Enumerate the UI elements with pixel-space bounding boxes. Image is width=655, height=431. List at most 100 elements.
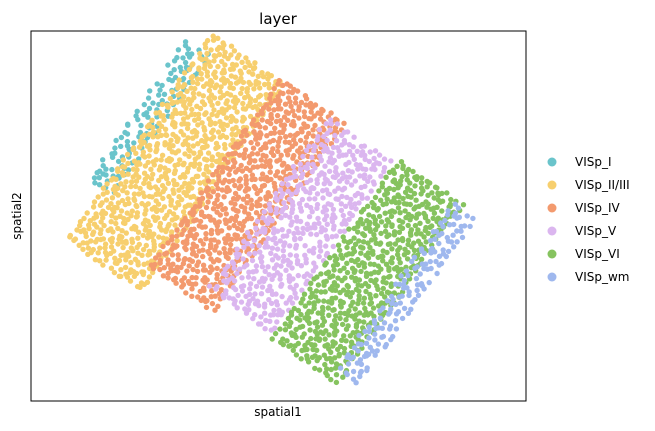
data-point [240, 256, 246, 262]
data-point [176, 187, 182, 193]
data-point [425, 192, 431, 198]
data-point [404, 185, 411, 191]
data-point [202, 156, 208, 162]
data-point [231, 301, 237, 307]
data-point [84, 210, 90, 216]
data-point [168, 199, 174, 205]
data-point [197, 238, 204, 244]
data-point [272, 330, 279, 337]
data-point [292, 132, 299, 138]
data-point [302, 315, 308, 321]
data-point [363, 273, 370, 279]
data-point [252, 60, 258, 66]
data-point [373, 325, 379, 331]
data-point [272, 125, 278, 131]
data-point [455, 205, 462, 211]
data-point [244, 132, 250, 138]
data-point [153, 198, 159, 204]
data-point [96, 182, 103, 188]
data-point [293, 326, 299, 333]
data-point [382, 228, 389, 235]
data-point [214, 227, 220, 234]
data-point [360, 300, 367, 306]
data-point [383, 261, 390, 267]
data-point [134, 108, 140, 115]
data-point [396, 294, 402, 300]
data-point [263, 158, 269, 165]
data-point [298, 311, 304, 318]
data-point [307, 104, 313, 110]
data-point [230, 144, 237, 150]
data-point [371, 232, 377, 238]
data-point [139, 252, 145, 258]
data-point [213, 220, 219, 226]
data-point [370, 305, 377, 311]
data-point [327, 274, 333, 280]
data-point [260, 152, 266, 158]
data-point [352, 306, 358, 312]
data-point [112, 255, 118, 261]
data-point [297, 137, 304, 144]
data-point [200, 285, 207, 291]
data-point [316, 172, 322, 178]
data-point [226, 171, 232, 178]
data-point [410, 299, 416, 305]
data-point [445, 208, 451, 214]
data-point [166, 193, 172, 200]
legend-marker [547, 226, 557, 236]
data-point [205, 178, 212, 184]
data-point [216, 164, 222, 171]
data-point [401, 252, 408, 258]
data-point [124, 138, 131, 145]
data-point [189, 246, 195, 252]
data-point [129, 179, 135, 185]
data-point [332, 188, 338, 194]
data-point [109, 166, 115, 173]
data-point [67, 234, 73, 240]
data-point [412, 265, 418, 271]
data-point [341, 333, 347, 339]
data-point [80, 246, 86, 252]
data-point [257, 101, 263, 108]
data-point [242, 209, 248, 215]
data-point [196, 223, 202, 229]
data-point [340, 212, 346, 219]
data-point [187, 101, 193, 107]
data-point [321, 133, 327, 140]
data-point [204, 50, 210, 57]
data-point [193, 173, 199, 180]
data-point [388, 283, 394, 290]
data-point [388, 293, 395, 300]
data-point [278, 283, 284, 289]
data-point [211, 107, 217, 113]
data-point [362, 305, 368, 312]
data-point [225, 151, 232, 157]
data-point [340, 170, 346, 176]
data-point [306, 196, 313, 202]
data-point [141, 261, 147, 267]
data-point [371, 155, 377, 162]
data-point [201, 171, 207, 177]
data-point [407, 217, 413, 223]
data-point [395, 192, 401, 198]
data-point [215, 185, 221, 192]
data-point [182, 180, 188, 186]
data-point [247, 96, 254, 102]
data-point [370, 204, 377, 211]
data-point [355, 282, 361, 288]
data-point [162, 142, 168, 148]
data-point [180, 55, 186, 61]
data-point [304, 202, 310, 208]
data-point [182, 59, 189, 66]
data-point [258, 314, 264, 320]
data-point [353, 206, 359, 212]
data-point [397, 300, 403, 306]
data-point [428, 247, 434, 253]
data-point [291, 230, 297, 237]
data-point [284, 81, 290, 87]
data-point [125, 122, 131, 128]
data-point [293, 189, 299, 196]
data-point [302, 243, 308, 249]
data-point [265, 71, 271, 77]
data-point [308, 204, 314, 211]
